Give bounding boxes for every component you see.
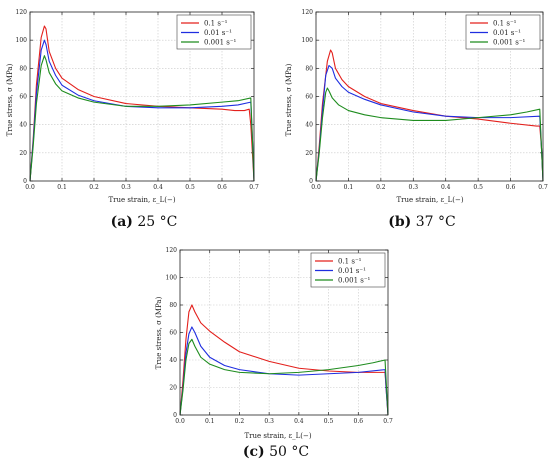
y-tick-label: 40 <box>305 122 313 129</box>
x-tick-label: 0.1 <box>344 184 354 191</box>
x-tick-label: 0.0 <box>175 418 185 425</box>
plot-frame <box>29 11 255 182</box>
y-tick-label: 0 <box>23 178 27 185</box>
y-tick-label: 80 <box>169 302 177 309</box>
x-tick-label: 0.3 <box>409 184 419 191</box>
series-line <box>179 338 389 416</box>
y-tick-label: 100 <box>16 37 28 44</box>
x-tick-label: 0.5 <box>473 184 483 191</box>
y-tick-label: 60 <box>19 94 27 101</box>
x-tick-label: 0.0 <box>311 184 321 191</box>
caption: (a) 25 °C <box>111 214 178 230</box>
y-tick-label: 120 <box>166 247 178 254</box>
y-tick-label: 0 <box>173 412 177 419</box>
x-tick-label: 0.2 <box>89 184 99 191</box>
series-line <box>179 326 389 416</box>
y-tick-label: 20 <box>19 150 27 157</box>
x-tick-label: 0.2 <box>235 418 245 425</box>
series-line <box>315 49 544 182</box>
x-tick-label: 0.1 <box>57 184 67 191</box>
series-line <box>315 87 544 182</box>
y-tick-label: 100 <box>302 37 314 44</box>
chart-panel-b: True stress, σ (MPa) True strain, ε_L(−)… <box>285 9 548 230</box>
x-tick-label: 0.6 <box>506 184 516 191</box>
x-tick-label: 0.3 <box>121 184 131 191</box>
series-line <box>29 55 255 182</box>
y-axis-label: True stress, σ (MPa) <box>6 63 14 136</box>
x-tick-label: 0.6 <box>217 184 227 191</box>
x-tick-label: 0.6 <box>354 418 364 425</box>
series-line <box>315 64 544 182</box>
y-tick-label: 80 <box>19 65 27 72</box>
y-tick-label: 40 <box>169 357 177 364</box>
x-tick-label: 0.7 <box>538 184 548 191</box>
x-tick-label: 0.1 <box>205 418 215 425</box>
caption-text: 50 °C <box>269 444 309 460</box>
y-tick-label: 20 <box>305 150 313 157</box>
caption-label: (b) <box>388 214 411 230</box>
caption-text: 37 °C <box>416 214 456 230</box>
y-tick-label: 100 <box>166 275 178 282</box>
y-tick-label: 120 <box>16 9 28 16</box>
x-axis-label: True strain, ε_L(−) <box>396 196 463 204</box>
caption-label: (c) <box>243 444 265 460</box>
x-tick-label: 0.4 <box>153 184 163 191</box>
y-tick-label: 60 <box>169 330 177 337</box>
legend-label: 0.001 s⁻¹ <box>204 39 237 47</box>
x-tick-label: 0.7 <box>249 184 259 191</box>
x-axis-label: True strain, ε_L(−) <box>108 196 175 204</box>
caption-text: 25 °C <box>137 214 177 230</box>
x-tick-label: 0.4 <box>441 184 451 191</box>
series-line <box>29 39 255 182</box>
x-tick-label: 0.5 <box>324 418 334 425</box>
y-tick-label: 80 <box>305 65 313 72</box>
series-line <box>29 25 255 182</box>
y-tick-label: 120 <box>302 9 314 16</box>
plot-frame <box>315 11 544 182</box>
legend-label: 0.01 s⁻¹ <box>204 29 232 37</box>
caption-label: (a) <box>111 214 133 230</box>
x-axis-label: True strain, ε_L(−) <box>244 432 311 440</box>
chart-panel-c: True stress, σ (MPa) True strain, ε_L(−)… <box>155 247 393 460</box>
x-tick-label: 0.3 <box>264 418 274 425</box>
x-tick-label: 0.0 <box>25 184 35 191</box>
series-line <box>179 304 389 416</box>
plot-frame <box>179 249 389 416</box>
y-tick-label: 0 <box>309 178 313 185</box>
legend-label: 0.1 s⁻¹ <box>338 258 362 266</box>
y-tick-label: 40 <box>19 122 27 129</box>
legend-label: 0.001 s⁻¹ <box>338 277 371 285</box>
legend-label: 0.1 s⁻¹ <box>204 20 228 28</box>
legend-label: 0.001 s⁻¹ <box>493 39 526 47</box>
y-axis-label: True stress, σ (MPa) <box>155 296 163 369</box>
y-tick-label: 20 <box>169 385 177 392</box>
caption: (b) 37 °C <box>388 214 455 230</box>
y-axis-label: True stress, σ (MPa) <box>285 63 293 136</box>
x-tick-label: 0.4 <box>294 418 304 425</box>
x-tick-label: 0.5 <box>185 184 195 191</box>
legend-label: 0.01 s⁻¹ <box>493 29 521 37</box>
chart-panel-a: True stress, σ (MPa) True strain, ε_L(−)… <box>6 9 259 230</box>
x-tick-label: 0.7 <box>383 418 393 425</box>
caption: (c) 50 °C <box>243 444 309 460</box>
y-tick-label: 60 <box>305 94 313 101</box>
x-tick-label: 0.2 <box>376 184 386 191</box>
legend-label: 0.1 s⁻¹ <box>493 20 517 28</box>
legend-label: 0.01 s⁻¹ <box>338 267 366 275</box>
